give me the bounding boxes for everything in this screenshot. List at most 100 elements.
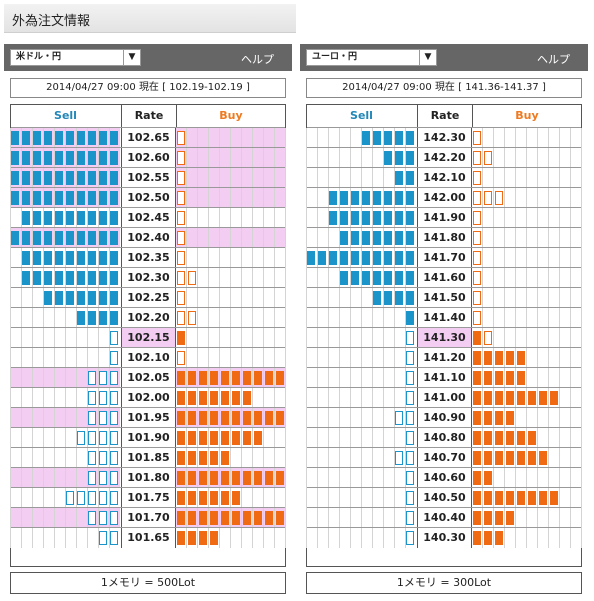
grid-line (65, 328, 66, 348)
sell-order-block (406, 391, 414, 405)
sell-order-block (55, 171, 63, 185)
grid-line (350, 488, 351, 508)
sell-order-block (88, 191, 96, 205)
grid-line (350, 288, 351, 308)
sell-order-block (373, 211, 381, 225)
buy-order-block (495, 191, 503, 205)
grid-line (230, 248, 231, 268)
grid-line (197, 268, 198, 288)
buy-order-block (199, 491, 207, 505)
sell-order-block (88, 471, 96, 485)
grid-line (526, 208, 527, 228)
grid-line (350, 508, 351, 528)
grid-line (328, 168, 329, 188)
buy-order-block (495, 491, 503, 505)
grid-line (317, 148, 318, 168)
grid-line (87, 148, 88, 168)
grid-line (537, 188, 538, 208)
grid-line (87, 328, 88, 348)
grid-line (548, 308, 549, 328)
grid-line (285, 208, 286, 228)
grid-line (76, 328, 77, 348)
buy-order-block (473, 451, 481, 465)
grid-line (328, 268, 329, 288)
grid-line (548, 528, 549, 548)
grid-line (109, 148, 110, 168)
sell-order-block (66, 491, 74, 505)
grid-line (405, 248, 406, 268)
grid-line (328, 408, 329, 428)
grid-line (252, 188, 253, 208)
grid-line (65, 228, 66, 248)
grid-line (394, 528, 395, 548)
sell-order-block (44, 151, 52, 165)
grid-line (285, 348, 286, 368)
grid-line (186, 508, 187, 528)
order-row: 101.65 (10, 527, 286, 548)
grid-line (263, 428, 264, 448)
sell-cell (10, 268, 120, 288)
rate-cell: 141.50 (417, 288, 472, 308)
grid-line (54, 368, 55, 388)
grid-line (383, 428, 384, 448)
sell-order-block (77, 231, 85, 245)
grid-line (263, 208, 264, 228)
grid-line (328, 508, 329, 528)
order-row: 101.85 (10, 447, 286, 468)
grid-line (317, 348, 318, 368)
currency-pair-select[interactable]: 米ドル・円 ▼ (10, 49, 141, 66)
rate-info: 2014/04/27 09:00 現在 [ 141.36-141.37 ] (306, 78, 582, 98)
grid-line (208, 348, 209, 368)
grid-line (43, 128, 44, 148)
order-row: 140.50 (306, 487, 582, 508)
sell-order-block (55, 211, 63, 225)
grid-line (383, 488, 384, 508)
buy-order-block (495, 391, 503, 405)
grid-line (65, 268, 66, 288)
grid-line (482, 148, 483, 168)
buy-order-block (539, 451, 547, 465)
grid-line (230, 128, 231, 148)
chevron-down-icon[interactable]: ▼ (123, 50, 140, 65)
grid-line (241, 528, 242, 548)
buy-order-block (276, 511, 284, 525)
sell-order-block (110, 331, 118, 345)
buy-order-block (473, 531, 481, 545)
order-row: 102.35 (10, 247, 286, 268)
grid-line (197, 428, 198, 448)
rate-info: 2014/04/27 09:00 現在 [ 102.19-102.19 ] (10, 78, 286, 98)
grid-line (219, 488, 220, 508)
currency-pair-select[interactable]: ユーロ・円 ▼ (306, 49, 437, 66)
grid-line (394, 368, 395, 388)
grid-line (504, 308, 505, 328)
grid-line (230, 308, 231, 328)
grid-line (263, 268, 264, 288)
sell-order-block (66, 131, 74, 145)
grid-line (10, 248, 11, 268)
grid-line (285, 328, 286, 348)
grid-line (350, 168, 351, 188)
buy-order-block (177, 491, 185, 505)
grid-line (548, 248, 549, 268)
sell-order-block (99, 511, 107, 525)
buy-order-block (484, 411, 492, 425)
grid-line (361, 308, 362, 328)
grid-line (76, 508, 77, 528)
buy-order-block (210, 411, 218, 425)
sell-order-block (66, 271, 74, 285)
sell-order-block (88, 291, 96, 305)
grid-line (76, 368, 77, 388)
sell-order-block (110, 251, 118, 265)
grid-line (548, 228, 549, 248)
chevron-down-icon[interactable]: ▼ (419, 50, 436, 65)
sell-order-block (362, 211, 370, 225)
help-link[interactable]: ヘルプ (241, 53, 274, 66)
grid-line (274, 448, 275, 468)
buy-cell (472, 268, 582, 288)
grid-line (43, 448, 44, 468)
buy-order-block (188, 451, 196, 465)
grid-line (241, 188, 242, 208)
grid-line (65, 308, 66, 328)
grid-line (32, 128, 33, 148)
help-link[interactable]: ヘルプ (537, 53, 570, 66)
